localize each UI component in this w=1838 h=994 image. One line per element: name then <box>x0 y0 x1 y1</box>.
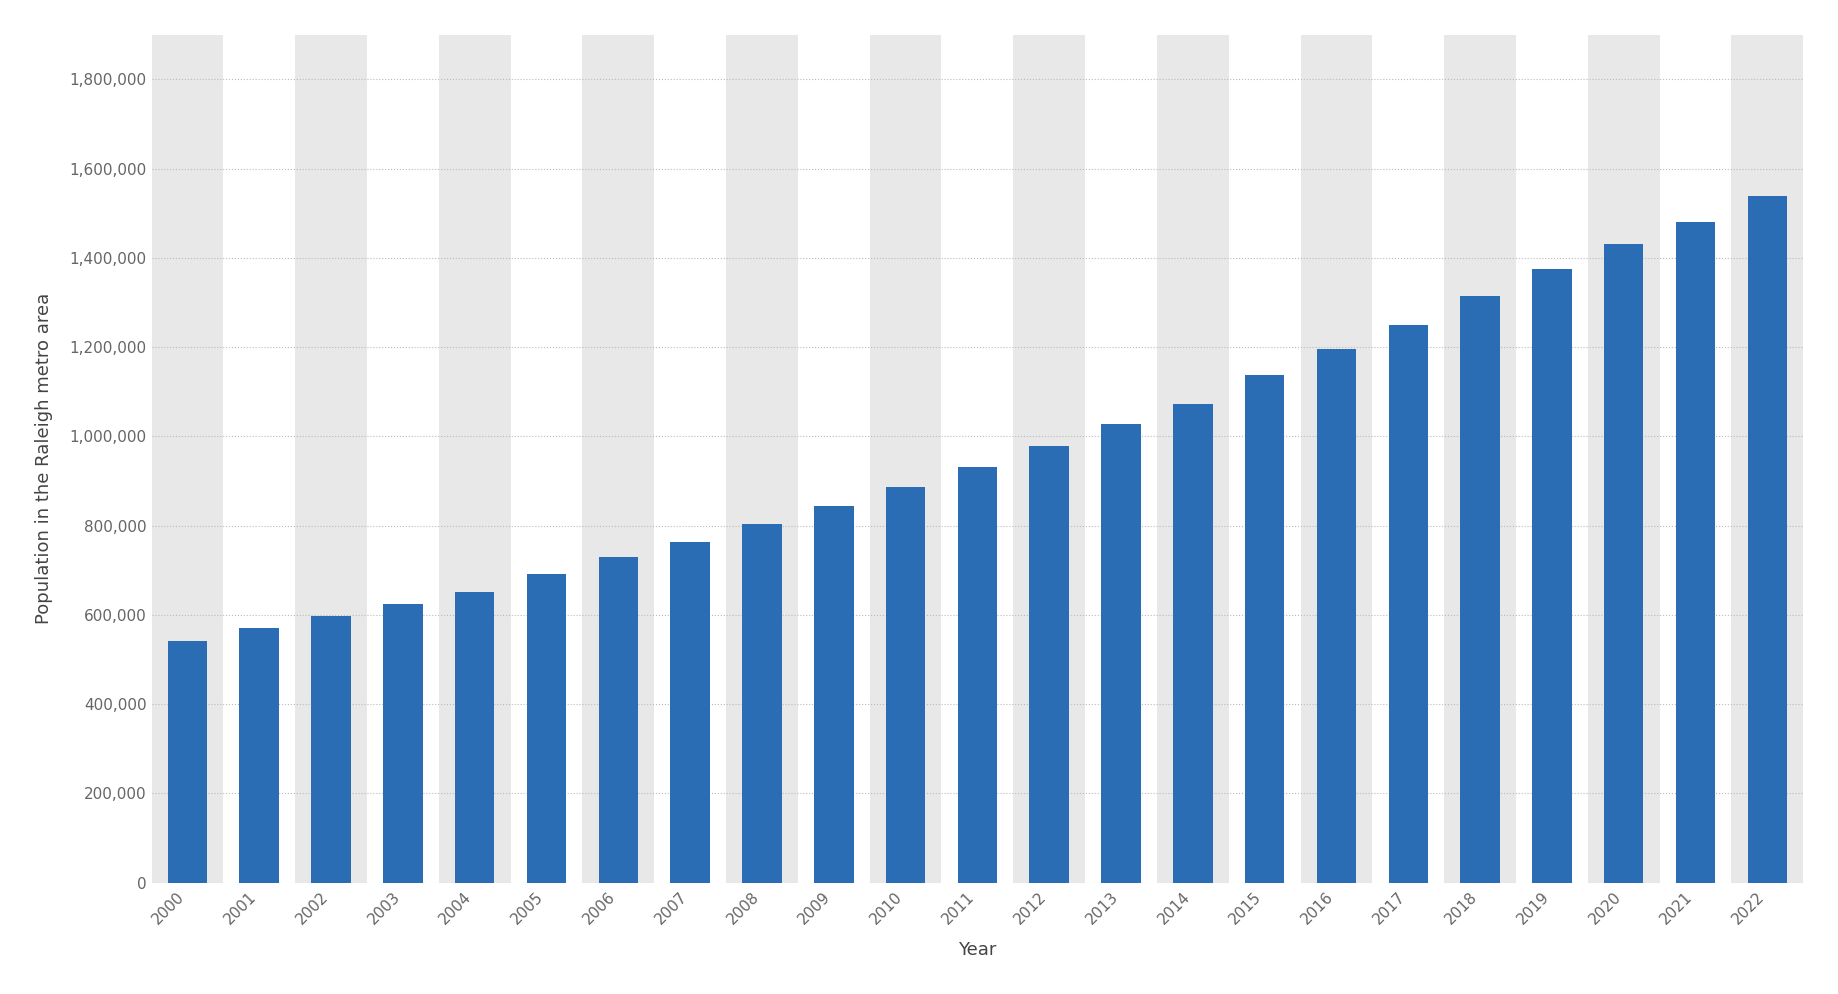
Bar <box>814 506 853 883</box>
Bar <box>1748 196 1787 883</box>
Bar <box>869 35 941 883</box>
Bar <box>1461 296 1500 883</box>
Bar <box>511 35 583 883</box>
Bar <box>167 641 208 883</box>
Bar <box>1516 35 1588 883</box>
Bar <box>1316 349 1356 883</box>
Bar <box>1373 35 1445 883</box>
Bar <box>798 35 869 883</box>
Bar <box>1156 35 1230 883</box>
Bar <box>583 35 654 883</box>
Bar <box>1301 35 1373 883</box>
Bar <box>599 558 638 883</box>
Bar <box>528 574 566 883</box>
Bar <box>296 35 368 883</box>
Bar <box>1013 35 1084 883</box>
Bar <box>1533 269 1571 883</box>
Bar <box>1173 404 1213 883</box>
Bar <box>151 35 222 883</box>
Bar <box>1244 375 1285 883</box>
Bar <box>941 35 1013 883</box>
Bar <box>671 542 709 883</box>
Bar <box>1660 35 1731 883</box>
Bar <box>311 616 351 883</box>
Bar <box>1731 35 1803 883</box>
Bar <box>1084 35 1156 883</box>
Bar <box>958 466 998 883</box>
Bar <box>368 35 439 883</box>
Bar <box>1588 35 1660 883</box>
Bar <box>1230 35 1301 883</box>
Y-axis label: Population in the Raleigh metro area: Population in the Raleigh metro area <box>35 293 53 624</box>
Bar <box>1445 35 1516 883</box>
Bar <box>1101 424 1141 883</box>
Bar <box>456 591 494 883</box>
Bar <box>1605 244 1643 883</box>
X-axis label: Year: Year <box>958 941 996 959</box>
Bar <box>743 524 781 883</box>
Bar <box>886 487 925 883</box>
Bar <box>1388 325 1428 883</box>
Bar <box>1029 445 1070 883</box>
Bar <box>726 35 798 883</box>
Bar <box>382 604 423 883</box>
Bar <box>439 35 511 883</box>
Bar <box>1676 222 1715 883</box>
Bar <box>654 35 726 883</box>
Bar <box>239 628 279 883</box>
Bar <box>222 35 296 883</box>
